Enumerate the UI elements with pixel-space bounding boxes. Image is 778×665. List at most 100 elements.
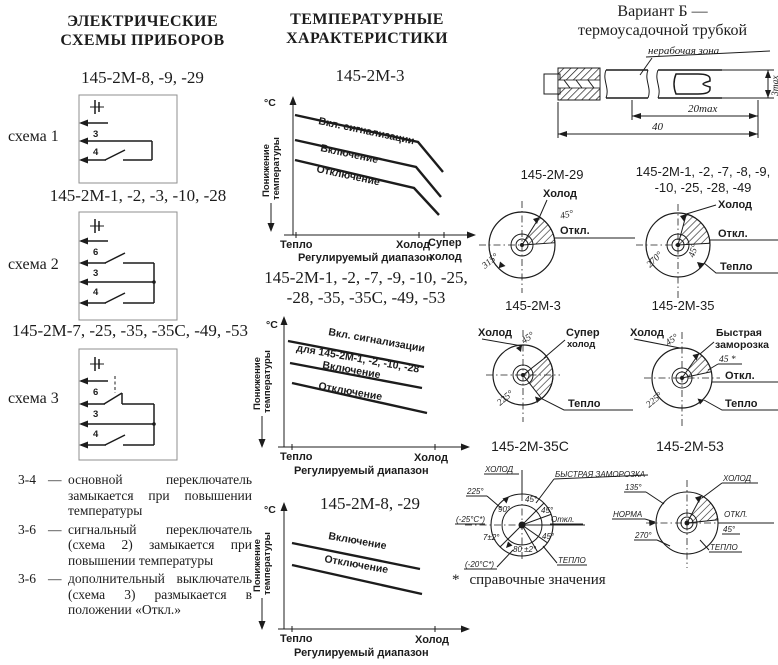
- dial-label-80: 80 ±2°: [513, 545, 537, 554]
- left-header-line2: СХЕМЫ ПРИБОРОВ: [60, 32, 225, 49]
- dial-label-225: 225°: [466, 487, 484, 496]
- dial-label-45: 45°: [559, 208, 575, 222]
- note-dash: —: [48, 521, 62, 537]
- dial-29-title: 145-2М-29: [520, 167, 584, 182]
- note-text: дополнительный выключатель (схема 3) раз…: [68, 571, 252, 617]
- schema3-name: схема 3: [8, 390, 59, 407]
- note-pins: 3-6: [18, 571, 36, 586]
- dial-label-warm: ТЕПЛО: [710, 543, 738, 552]
- dial-label-off: Откл.: [551, 515, 574, 524]
- note-text: сигнальный переключатель (схема 2) замык…: [68, 521, 252, 568]
- terminal-label-3: 3: [93, 409, 98, 420]
- tube-drawing: нерабочая зона 3max 20max 40: [543, 45, 778, 138]
- dial-label-fast1: Быстрая: [716, 327, 762, 339]
- dial-label-cold: Холод: [630, 327, 664, 339]
- x-tick-warm: Тепло: [280, 451, 313, 463]
- dial-145-2m-3: Холод 45° Супер холод Тепло 225°: [478, 327, 633, 422]
- terminal-label-4: 4: [93, 147, 99, 158]
- x-axis-label: Регулируемый диапазон: [294, 647, 429, 659]
- dial-label-minus20: (-20°С*): [465, 560, 494, 569]
- dial-label-cold: ХОЛОД: [484, 465, 513, 474]
- x-tick-warm: Тепло: [280, 239, 313, 251]
- line1-label: Вкл. сигнализации: [317, 115, 415, 147]
- middle-column-header: ТЕМПЕРАТУРНЫЕ ХАРАКТЕРИСТИКИ: [282, 10, 452, 48]
- chart2-title-line1: 145-2М-1, -2, -7, -9, -10, -25,: [264, 268, 468, 287]
- dim-40: 40: [652, 121, 664, 133]
- schema3-models: 145-2М-7, -25, -35, -35С, -49, -53: [11, 321, 249, 340]
- dial-label-cold: Холод: [478, 327, 512, 339]
- dial-145-2m-29: Холод 45° Откл. 315°: [479, 188, 635, 293]
- temperature-chart-145-2m-3: °С Понижение температуры Вкл. сигнализац…: [261, 96, 476, 264]
- x-axis-label: Регулируемый диапазон: [294, 465, 429, 477]
- dial-label-norm: НОРМА: [613, 510, 642, 519]
- dial-label-fast2: заморозка: [715, 339, 769, 351]
- y-axis-label-2: температуры: [271, 137, 282, 200]
- footnote-star: *: [452, 572, 460, 588]
- dial-145-2m-35: Холод 45° Быстрая заморозка 45 * Откл. Т…: [630, 327, 778, 426]
- dial-label-fast: БЫСТРАЯ ЗАМОРОЗКА: [555, 470, 645, 479]
- note-pins: 3-4: [18, 472, 36, 487]
- left-column-header: ЭЛЕКТРИЧЕСКИЕ СХЕМЫ ПРИБОРОВ: [35, 12, 250, 50]
- line3-label: Отключение: [317, 380, 383, 403]
- dial-label-cold: ХОЛОД: [722, 474, 751, 483]
- schema1-name: схема 1: [8, 128, 59, 145]
- terminal-label-6: 6: [93, 387, 98, 398]
- dial-3-title: 145-2М-3: [505, 298, 561, 313]
- dial-145-2m-35c: ХОЛОД БЫСТРАЯ ЗАМОРОЗКА 225° 90° 45° 45°…: [455, 465, 649, 570]
- temperature-chart-145-2m-8-29: °С Понижение температуры Включение Отклю…: [252, 502, 470, 659]
- dial-label-off: Откл.: [718, 228, 748, 240]
- x-tick-cold: Холод: [414, 452, 448, 464]
- line1-label: Включение: [327, 530, 387, 552]
- note-row: 3-6 — дополнительный выключатель (схема …: [18, 571, 252, 618]
- variant-title-line1: Вариант Б —: [617, 3, 708, 20]
- terminal-notes: 3-4 — основной переключатель замыкается …: [18, 472, 252, 621]
- dial-35-title: 145-2М-35: [651, 298, 715, 313]
- dial-label-cold: Холод: [543, 188, 577, 200]
- dial-53-title: 145-2М-53: [656, 438, 724, 454]
- dial-label-warm: Тепло: [725, 398, 758, 410]
- y-unit: °С: [264, 504, 276, 516]
- note-dash: —: [48, 472, 62, 487]
- dial-145-2m-53: ХОЛОД 135° НОРМА 270° ОТКЛ. 45° ТЕПЛО: [612, 474, 774, 568]
- schema-1-diagram: 3 4: [78, 94, 178, 184]
- dial-1-49-title-line2: -10, -25, -28, -49: [654, 180, 752, 195]
- dial-label-45c: 45°: [542, 532, 555, 541]
- line2-label: Включение: [319, 142, 379, 166]
- terminal-label-4: 4: [93, 287, 99, 298]
- dial-1-49-title-line1: 145-2М-1, -2, -7, -8, -9,: [635, 164, 771, 179]
- dial-label-minus25: (-25°С*): [456, 515, 485, 524]
- dial-label-45: 45°: [519, 330, 536, 347]
- dial-label-45a: 45°: [525, 495, 538, 504]
- thermal-element-icon: [90, 357, 104, 371]
- x-axis-label: Регулируемый диапазон: [298, 252, 433, 264]
- dial-label-cold: Холод: [718, 199, 752, 211]
- x-tick-warm: Тепло: [280, 633, 313, 645]
- note-row: 3-6 — сигнальный переключатель (схема 2)…: [18, 522, 252, 569]
- thermal-element-icon: [90, 219, 104, 233]
- temperature-chart-group: °С Понижение температуры Вкл. сигнализац…: [252, 316, 470, 477]
- chart2-title: 145-2М-1, -2, -7, -9, -10, -25, -28, -35…: [252, 268, 480, 308]
- dial-label-45-star: 45 *: [719, 355, 736, 365]
- reference-footnote: * справочные значения: [452, 572, 606, 589]
- x-tick-super-1: Супер: [428, 237, 462, 249]
- note-dash: —: [48, 571, 62, 586]
- dial-label-super1: Супер: [566, 327, 600, 339]
- thermal-element-icon: [90, 100, 104, 114]
- dial-label-warm: ТЕПЛО: [558, 556, 586, 565]
- dial-label-super2: холод: [567, 339, 595, 350]
- schema2-models: 145-2М-1, -2, -3, -10, -28: [49, 186, 227, 205]
- dial-label-45b: 45°: [541, 506, 554, 515]
- dial-label-45: 45°: [663, 332, 680, 349]
- chart1-title: 145-2М-3: [335, 66, 405, 85]
- x-tick-cold: Холод: [396, 239, 430, 251]
- terminal-label-6: 6: [93, 247, 98, 258]
- footnote-text: справочные значения: [469, 572, 606, 588]
- dial-145-2m-1-49: Холод Откл. 45° 270° Тепло: [636, 199, 778, 300]
- y-axis-label-1: Понижение: [261, 144, 272, 197]
- line3-label: Отключение: [315, 163, 381, 188]
- variant-title-line2: термоусадочной трубкой: [577, 22, 748, 39]
- dial-1-49-title: 145-2М-1, -2, -7, -8, -9, -10, -25, -28,…: [628, 164, 778, 196]
- schema2-name: схема 2: [8, 256, 59, 273]
- dial-35c-title: 145-2М-35С: [491, 438, 569, 454]
- y-axis-label-1: Понижение: [252, 357, 263, 410]
